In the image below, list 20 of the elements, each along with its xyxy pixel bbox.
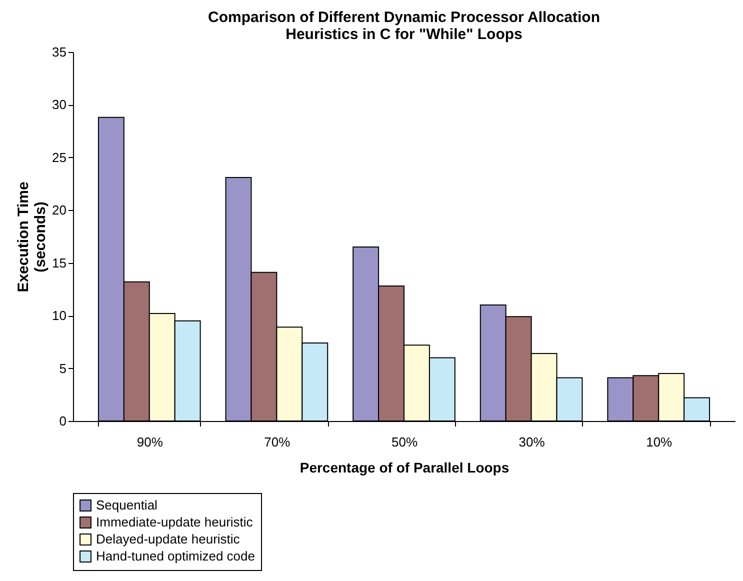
y-axis-title: Execution Time (seconds)	[15, 182, 50, 292]
x-tick-label: 30%	[518, 434, 546, 450]
legend-label: Delayed-update heuristic	[96, 532, 240, 546]
y-tick-label: 5	[59, 360, 66, 376]
chart-title: Comparison of Different Dynamic Processor Allocation Heuristics in C for "While" Loops	[208, 9, 600, 43]
y-tick-label: 0	[59, 414, 66, 428]
y-tick-label: 20	[52, 202, 66, 218]
y-tick-label: 30	[52, 97, 66, 112]
y-tick-label: 10	[52, 308, 66, 324]
y-tick-label: 15	[52, 255, 66, 270]
x-axis-title: Percentage of of Parallel Loops	[300, 460, 510, 476]
x-tick-label: 50%	[391, 434, 418, 450]
legend-label: Immediate-update heuristic	[96, 514, 254, 530]
x-tick-label: 90%	[136, 434, 164, 450]
y-tick-label: 35	[52, 44, 66, 60]
x-tick-label: 70%	[264, 434, 291, 450]
x-tick-label: 10%	[646, 434, 673, 450]
legend-label: Sequential	[96, 498, 158, 512]
y-tick-label: 25	[52, 150, 66, 165]
legend-label: Hand-tuned optimized code	[96, 548, 255, 564]
